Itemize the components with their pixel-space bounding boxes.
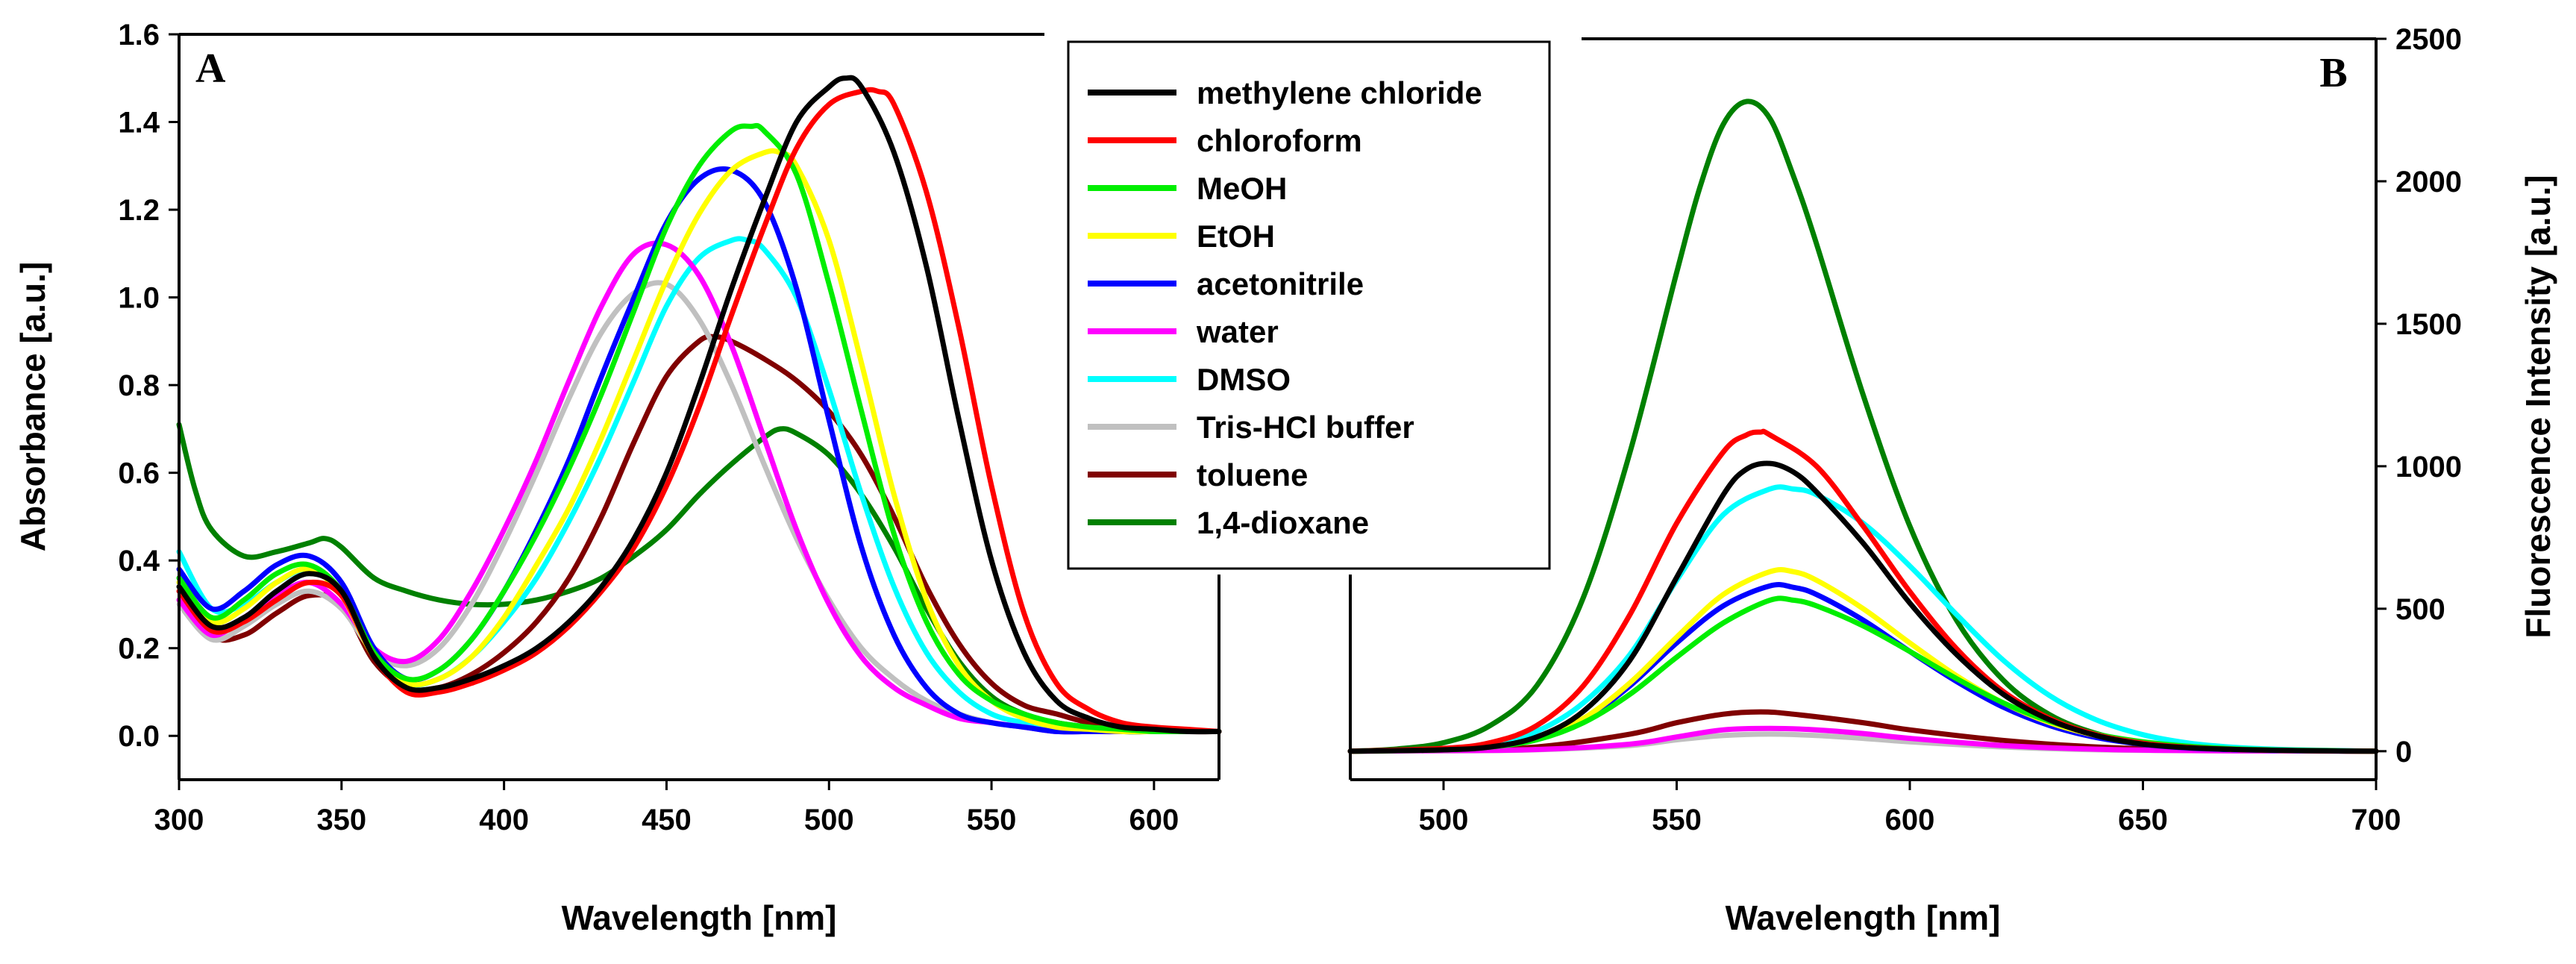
legend-label-etoh: EtOH	[1197, 219, 1275, 254]
panel-b-series-dmso	[1347, 484, 2379, 754]
panel-b-fluorescence: 500 550 600 650 700 0 500 1000 1500 2000 2500 B Wa…	[1347, 23, 2557, 937]
legend-label-toluene: toluene	[1197, 457, 1308, 492]
legend-label-chloroform: chloroform	[1197, 123, 1362, 158]
legend-box	[1067, 40, 1551, 570]
panel-a-xtick-label: 350	[316, 804, 366, 836]
panel-a-ytick-label: 0.2	[118, 633, 160, 666]
legend: methylene chloride chloroform MeOH EtOH acet…	[1067, 40, 1551, 570]
legend-label-acetonitrile: acetonitrile	[1197, 266, 1364, 301]
panel-b-letter: B	[2319, 50, 2347, 96]
panel-b-xtick-label: 700	[2351, 804, 2401, 836]
panel-b-axes	[1349, 37, 2378, 781]
panel-a-ytick-label: 0.8	[118, 369, 160, 402]
panel-a-ytick-label: 0.6	[118, 457, 160, 490]
panel-b-xtick-label: 500	[1419, 804, 1469, 836]
panel-a-series-1-4-dioxane	[176, 422, 1222, 735]
legend-label-tris-hcl-buffer: Tris-HCl buffer	[1197, 410, 1414, 445]
panel-a-ytick-label: 1.0	[118, 282, 160, 315]
panel-a-series	[176, 75, 1222, 735]
panel-a-series-chloroform	[176, 87, 1222, 734]
panel-a-series-tris-hcl-buffer	[176, 280, 1222, 735]
panel-a-axes	[178, 33, 1220, 781]
panel-b-xtick-label: 600	[1885, 804, 1935, 836]
panel-b-ytick-label: 2500	[2395, 23, 2462, 56]
legend-label-1-4-dioxane: 1,4-dioxane	[1197, 505, 1369, 540]
panel-a-ytick-label: 0.4	[118, 545, 160, 578]
panel-b-ytick-label: 0	[2395, 736, 2412, 769]
panel-a-xtick-label: 600	[1129, 804, 1179, 836]
panel-b-series	[1347, 98, 2379, 754]
panel-a-ytick-label: 1.4	[118, 107, 160, 140]
panel-b-ytick-label: 2000	[2395, 166, 2462, 198]
panel-a-series-acetonitrile	[176, 166, 1222, 735]
panel-b-ytick-label: 1500	[2395, 308, 2462, 341]
panel-a-xtick-label: 300	[154, 804, 204, 836]
panel-b-series-methylene-chloride	[1347, 460, 2379, 754]
panel-a-xtick-label: 400	[479, 804, 529, 836]
panel-b-ticks: 500 550 600 650 700 0 500 1000 1500 2000 2500	[1419, 23, 2462, 836]
panel-b-xlabel: Wavelength [nm]	[1726, 898, 2001, 937]
panel-a-series-methylene-chloride	[176, 75, 1222, 735]
panel-a-xtick-label: 450	[642, 804, 692, 836]
panel-b-ylabel: Fluorescence Intensity [a.u.]	[2519, 175, 2557, 638]
panel-a-ytick-label: 0.0	[118, 720, 160, 753]
legend-label-dmso: DMSO	[1197, 362, 1291, 397]
panel-a-ytick-label: 1.2	[118, 194, 160, 227]
panel-a-letter: A	[195, 46, 226, 92]
panel-b-ytick-label: 500	[2395, 593, 2445, 626]
panel-a-series-etoh	[176, 148, 1222, 735]
legend-label-methylene-chloride: methylene chloride	[1197, 75, 1482, 110]
panel-b-xtick-label: 550	[1652, 804, 1702, 836]
panel-b-ytick-label: 1000	[2395, 451, 2462, 483]
panel-a-xtick-label: 500	[804, 804, 854, 836]
panel-a-xlabel: Wavelength [nm]	[562, 898, 837, 937]
panel-a-xtick-label: 550	[967, 804, 1017, 836]
legend-label-meoh: MeOH	[1197, 171, 1287, 206]
panel-a-series-toluene	[176, 334, 1222, 735]
panel-a-ytick-label: 1.6	[118, 19, 160, 51]
panel-b-xtick-label: 650	[2118, 804, 2168, 836]
panel-a-series-dmso	[176, 236, 1222, 735]
panel-a-ylabel: Absorbance [a.u.]	[13, 262, 52, 552]
panel-a-absorbance: 300 350 400 450 500 550 600 0.0 0.2 0.4 0.6 0.8 1.0 1…	[13, 19, 1222, 937]
legend-label-water: water	[1196, 314, 1279, 349]
panel-a-ticks: 300 350 400 450 500 550 600 0.0 0.2 0.4 0.6 0.8 1.0 1…	[118, 19, 1179, 836]
